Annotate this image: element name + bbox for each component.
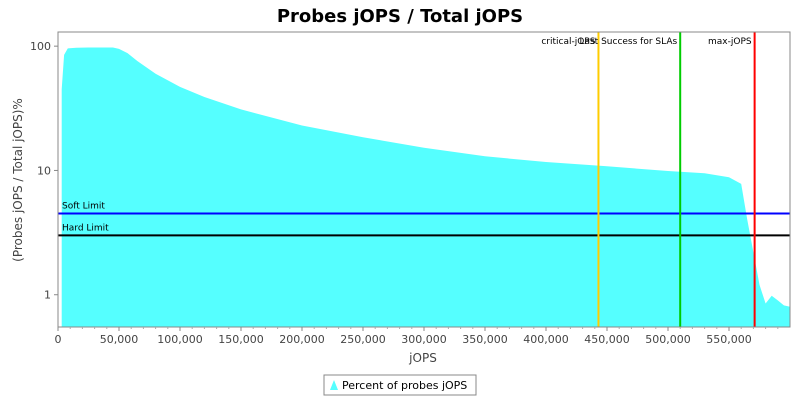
area-series-0 xyxy=(61,47,790,327)
x-tick-label-4: 200,000 xyxy=(279,333,325,346)
vline-label-1: Last Success for SLAs xyxy=(579,37,677,47)
chart-title: Probes jOPS / Total jOPS xyxy=(277,6,523,27)
vline-label-0: critical-jOPS xyxy=(541,37,595,47)
legend-swatch xyxy=(330,380,338,390)
x-tick-label-2: 100,000 xyxy=(157,333,203,346)
legend: Percent of probes jOPS xyxy=(323,374,477,396)
y-tick-label-2: 100 xyxy=(30,40,51,53)
hline-label-1: Hard Limit xyxy=(62,223,109,233)
y-axis-label: (Probes jOPS / Total jOPS)% xyxy=(11,98,25,262)
x-tick-label-9: 450,000 xyxy=(584,333,630,346)
axes: 0 50,000 100,000 150,000 200,000 250,000 300,0… xyxy=(30,31,791,346)
legend-entry-0: Percent of probes jOPS xyxy=(342,379,467,392)
y-tick-label-1: 10 xyxy=(37,164,51,177)
x-tick-label-8: 400,000 xyxy=(523,333,569,346)
x-tick-label-0: 0 xyxy=(55,333,62,346)
vline-label-2: max-jOPS xyxy=(708,37,752,47)
y-tick-label-0: 1 xyxy=(44,289,51,302)
hline-label-0: Soft Limit xyxy=(62,202,105,212)
x-tick-label-10: 500,000 xyxy=(645,333,691,346)
x-tick-label-11: 550,000 xyxy=(706,333,752,346)
x-axis-label: jOPS xyxy=(408,351,437,365)
x-tick-label-7: 350,000 xyxy=(462,333,508,346)
legend-box xyxy=(323,374,477,396)
x-tick-label-3: 150,000 xyxy=(218,333,264,346)
x-tick-label-6: 300,000 xyxy=(401,333,447,346)
x-tick-label-1: 50,000 xyxy=(100,333,139,346)
x-tick-label-5: 250,000 xyxy=(340,333,386,346)
plot-inner xyxy=(58,32,790,327)
